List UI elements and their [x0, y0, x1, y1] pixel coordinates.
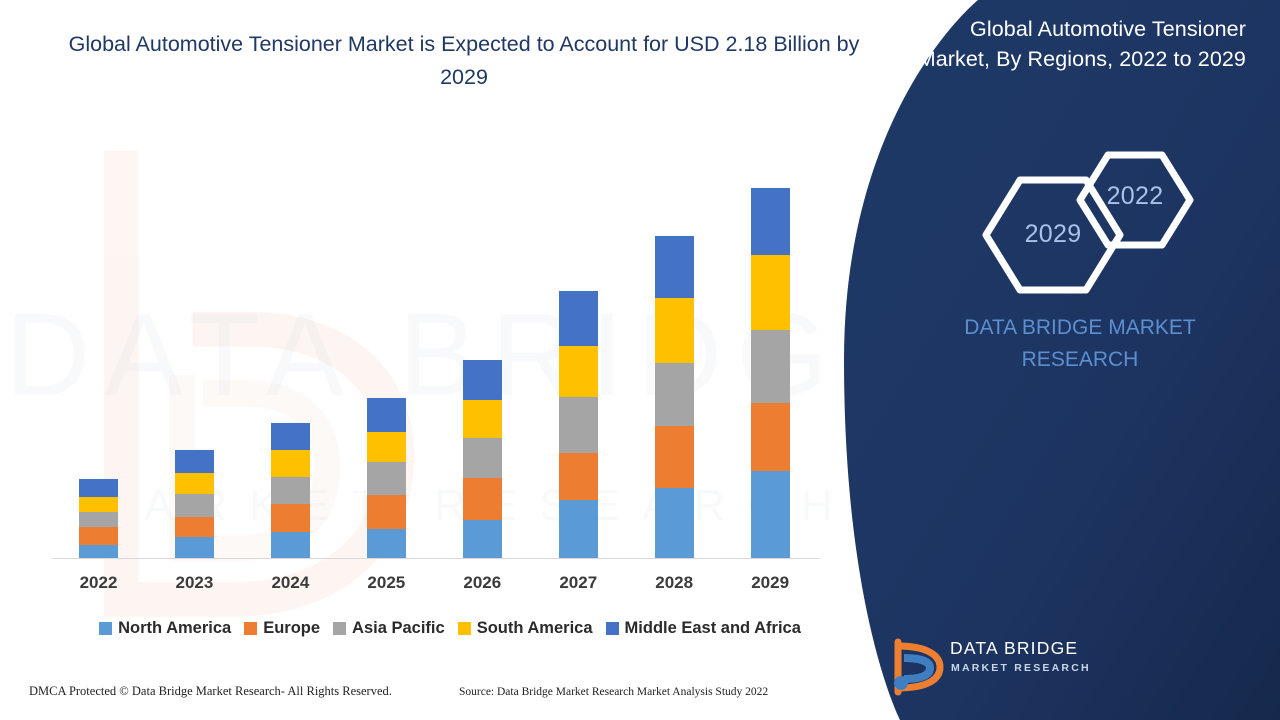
bar-segment — [462, 478, 502, 520]
bar-segment — [654, 363, 694, 426]
source-footer: Source: Data Bridge Market Research Mark… — [459, 686, 769, 698]
bar-segment — [654, 236, 694, 298]
bar-segment — [366, 398, 406, 432]
bar-column — [79, 479, 118, 558]
bar-column — [270, 423, 310, 558]
dbmr-logo: DATA BRIDGE MARKET RESEARCH — [888, 636, 1128, 698]
panel-content: Global Automotive Tensioner Market, By R… — [880, 0, 1280, 720]
bar-segment — [270, 504, 310, 532]
legend-item: Europe — [244, 619, 320, 638]
x-axis-tick-label: 2022 — [79, 573, 118, 592]
legend-item: North America — [99, 619, 231, 638]
bar-segment — [270, 450, 310, 477]
dmca-footer: DMCA Protected © Data Bridge Market Rese… — [29, 684, 392, 698]
bar-segment — [558, 291, 598, 346]
bar-segment — [750, 330, 790, 403]
x-axis-labels: 2022 2023 2024 2025 2026 2027 2028 2029 — [0, 573, 880, 603]
bar-segment — [174, 537, 214, 558]
legend-item: Asia Pacific — [333, 619, 445, 638]
x-axis-tick-label: 2027 — [559, 573, 598, 592]
legend-item: Middle East and Africa — [605, 618, 801, 638]
bar-segment — [174, 517, 214, 537]
bar-segment — [79, 512, 118, 527]
legend-swatch-icon — [99, 621, 113, 635]
bar-column — [654, 236, 694, 558]
bar-segment — [270, 532, 310, 558]
legend-swatch-icon — [333, 621, 347, 635]
chart-legend: North America Europe Asia Pacific South Ame… — [60, 616, 840, 640]
bar-segment — [750, 471, 790, 558]
legend-label: South America — [476, 618, 593, 637]
bar-segment — [750, 403, 790, 471]
chart-plot-area: 2022 2023 2024 2025 2026 2027 2028 2029 — [0, 188, 880, 603]
bar-segment — [558, 346, 598, 397]
bar-segment — [366, 432, 406, 462]
bar-segment — [174, 494, 214, 517]
bar-segment — [462, 438, 502, 478]
bar-column — [366, 398, 406, 558]
panel-title: Global Automotive Tensioner Market, By R… — [917, 17, 1246, 71]
legend-label: Middle East and Africa — [624, 618, 801, 637]
panel-background-shape — [844, 0, 1280, 720]
panel-brand-line2: RESEARCH — [1021, 348, 1139, 371]
x-axis-tick-label: 2025 — [367, 573, 406, 592]
x-axis-tick-label: 2024 — [271, 573, 310, 592]
hexagon-2029-label: 2029 — [1024, 220, 1082, 248]
right-side-panel: Global Automotive Tensioner Market, By R… — [840, 0, 1280, 720]
hexagon-2022-label: 2022 — [1106, 182, 1164, 210]
hexagon-2029-outline — [982, 176, 1124, 294]
bar-segment — [270, 477, 310, 504]
bar-segment — [558, 500, 598, 558]
legend-label: North America — [118, 618, 232, 637]
bar-segment — [750, 188, 790, 255]
legend-label: Europe — [263, 618, 321, 637]
legend-swatch-icon — [457, 621, 471, 635]
x-axis-tick-label: 2028 — [655, 573, 694, 592]
dbmr-logo-name: DATA BRIDGE — [950, 638, 1079, 658]
bar-segment — [270, 423, 310, 450]
bar-segment — [79, 527, 118, 545]
bar-segment — [366, 529, 406, 558]
bar-segment — [654, 298, 694, 363]
x-axis-tick-label: 2029 — [751, 573, 790, 592]
bar-segment — [558, 453, 598, 500]
bar-segment — [462, 360, 502, 400]
bar-column — [750, 188, 790, 558]
bar-segment — [462, 400, 502, 438]
legend-item: South America — [457, 618, 593, 638]
bar-segment — [174, 473, 214, 494]
x-axis-line — [52, 558, 820, 559]
bar-column — [558, 291, 598, 558]
bar-segment — [366, 462, 406, 495]
bar-segment — [79, 497, 118, 512]
hexagon-badges: 2029 2022 — [960, 140, 1260, 300]
bar-segment — [366, 495, 406, 529]
dbmr-logo-mark — [894, 638, 944, 696]
dbmr-logo-subtitle: MARKET RESEARCH — [951, 662, 1091, 674]
bar-segment — [79, 545, 118, 558]
legend-label: Asia Pacific — [352, 618, 445, 637]
panel-brand-line1: DATA BRIDGE MARKET — [964, 316, 1196, 339]
bar-column — [174, 450, 214, 558]
x-axis-tick-label: 2026 — [463, 573, 502, 592]
bar-segment — [174, 450, 214, 473]
bar-column — [462, 360, 502, 558]
legend-swatch-icon — [244, 621, 258, 635]
bar-segment — [79, 479, 118, 497]
chart-title: Global Automotive Tensioner Market is Ex… — [68, 32, 860, 89]
bar-segment — [462, 520, 502, 558]
bar-segment — [558, 397, 598, 453]
hexagon-2022-outline — [1076, 151, 1194, 249]
bar-segment — [654, 488, 694, 558]
panel-brand-text: DATA BRIDGE MARKET RESEARCH — [915, 312, 1245, 376]
bar-segment — [654, 426, 694, 488]
bar-segment — [750, 255, 790, 330]
legend-swatch-icon — [605, 621, 619, 635]
x-axis-tick-label: 2023 — [175, 573, 214, 592]
